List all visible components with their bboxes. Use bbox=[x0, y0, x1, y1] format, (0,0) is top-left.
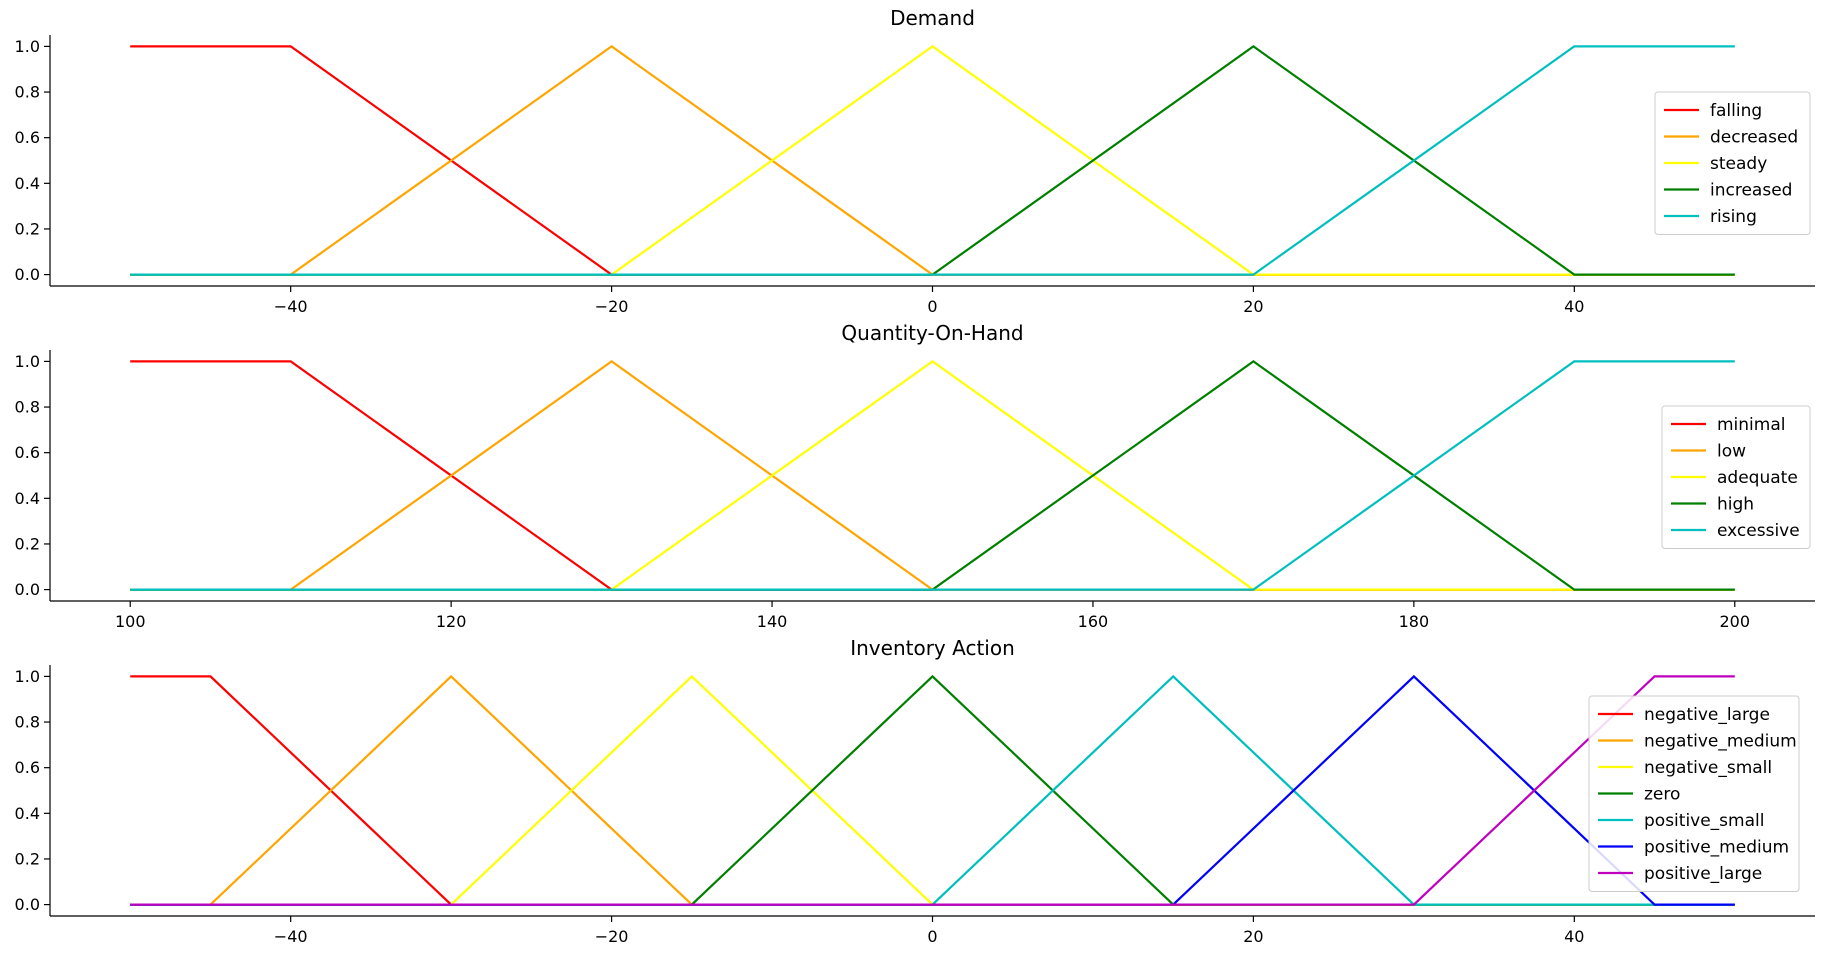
chart-title: Quantity-On-Hand bbox=[841, 321, 1023, 345]
legend-label: increased bbox=[1710, 181, 1792, 201]
x-tick-label: −40 bbox=[274, 927, 308, 946]
legend-label: negative_small bbox=[1644, 758, 1772, 778]
legend-label: falling bbox=[1710, 101, 1762, 121]
legend-frame bbox=[1654, 91, 1811, 235]
y-tick-label: 0.8 bbox=[15, 398, 40, 417]
series-line-negative-medium bbox=[130, 674, 1735, 906]
series-line-steady bbox=[130, 45, 1735, 276]
chart-2: Inventory Action 0.0 0.2 0.4 0.6 0.8 1.0 −40 −20… bbox=[15, 636, 1815, 946]
legend-frame bbox=[1661, 405, 1811, 549]
x-tick-label: −20 bbox=[595, 297, 629, 316]
y-tick-label: 1.0 bbox=[15, 37, 40, 56]
legend-label: decreased bbox=[1710, 128, 1798, 148]
chart-1: Quantity-On-Hand 0.0 0.2 0.4 0.6 0.8 1.0 100 120… bbox=[15, 321, 1815, 631]
x-tick-label: 120 bbox=[436, 612, 467, 631]
series-line-rising bbox=[130, 45, 1735, 276]
series-line-adequate bbox=[130, 360, 1735, 591]
y-tick-label: 0.8 bbox=[15, 83, 40, 102]
x-tick-label: 180 bbox=[1399, 612, 1430, 631]
legend-label: negative_medium bbox=[1644, 732, 1797, 752]
legend: minimal low adequate high excessive bbox=[1661, 405, 1811, 549]
legend: negative_large negative_medium negative_sm… bbox=[1588, 695, 1800, 892]
legend-label: high bbox=[1717, 495, 1754, 515]
x-tick-label: 0 bbox=[927, 927, 937, 946]
y-tick-label: 0.6 bbox=[15, 128, 40, 147]
legend-label: low bbox=[1717, 442, 1746, 462]
legend-frame bbox=[1588, 695, 1800, 892]
x-tick-label: 100 bbox=[115, 612, 146, 631]
series-line-positive-medium bbox=[130, 674, 1735, 906]
x-tick-label: 40 bbox=[1564, 927, 1584, 946]
y-tick-label: 0.6 bbox=[15, 443, 40, 462]
y-tick-label: 0.2 bbox=[15, 219, 40, 238]
series-line-decreased bbox=[130, 45, 1735, 276]
x-tick-label: 140 bbox=[757, 612, 788, 631]
series-line-positive-small bbox=[130, 674, 1735, 906]
series-line-low bbox=[130, 360, 1735, 591]
y-tick-label: 0.0 bbox=[15, 265, 40, 284]
legend-label: negative_large bbox=[1644, 705, 1770, 725]
legend-label: excessive bbox=[1717, 521, 1800, 541]
y-tick-label: 0.4 bbox=[15, 174, 40, 193]
y-tick-label: 0.4 bbox=[15, 489, 40, 508]
x-tick-label: 0 bbox=[927, 297, 937, 316]
x-tick-label: 160 bbox=[1078, 612, 1109, 631]
series-line-zero bbox=[130, 674, 1735, 906]
series-line-excessive bbox=[130, 360, 1735, 591]
legend-label: minimal bbox=[1717, 415, 1785, 435]
y-tick-label: 0.2 bbox=[15, 849, 40, 868]
series-line-negative-small bbox=[130, 674, 1735, 906]
x-tick-label: −20 bbox=[595, 927, 629, 946]
series-line-increased bbox=[130, 45, 1735, 276]
y-tick-label: 1.0 bbox=[15, 667, 40, 686]
legend-label: positive_medium bbox=[1644, 838, 1789, 858]
legend-label: steady bbox=[1710, 154, 1767, 174]
series-line-falling bbox=[130, 45, 1735, 276]
y-tick-label: 0.4 bbox=[15, 804, 40, 823]
chart-title: Inventory Action bbox=[850, 636, 1015, 660]
series-line-minimal bbox=[130, 360, 1735, 591]
y-tick-label: 0.2 bbox=[15, 534, 40, 553]
y-tick-label: 1.0 bbox=[15, 352, 40, 371]
legend-label: positive_small bbox=[1644, 811, 1764, 831]
series-line-negative-large bbox=[130, 675, 1735, 906]
y-tick-label: 0.0 bbox=[15, 580, 40, 599]
legend-label: rising bbox=[1710, 207, 1757, 227]
chart-title: Demand bbox=[890, 6, 975, 30]
legend-label: adequate bbox=[1717, 468, 1798, 488]
legend-label: positive_large bbox=[1644, 864, 1762, 884]
legend: falling decreased steady increased rising bbox=[1654, 91, 1811, 235]
chart-0: Demand 0.0 0.2 0.4 0.6 0.8 1.0 −40 −20 0 20 40 falli… bbox=[15, 6, 1815, 316]
x-tick-label: 20 bbox=[1243, 927, 1263, 946]
series-line-high bbox=[130, 360, 1735, 591]
x-tick-label: 20 bbox=[1243, 297, 1263, 316]
x-tick-label: −40 bbox=[274, 297, 308, 316]
y-tick-label: 0.6 bbox=[15, 758, 40, 777]
x-tick-label: 40 bbox=[1564, 297, 1584, 316]
series-line-positive-large bbox=[130, 675, 1735, 906]
legend-label: zero bbox=[1644, 785, 1680, 805]
y-tick-label: 0.0 bbox=[15, 895, 40, 914]
y-tick-label: 0.8 bbox=[15, 713, 40, 732]
x-tick-label: 200 bbox=[1719, 612, 1750, 631]
